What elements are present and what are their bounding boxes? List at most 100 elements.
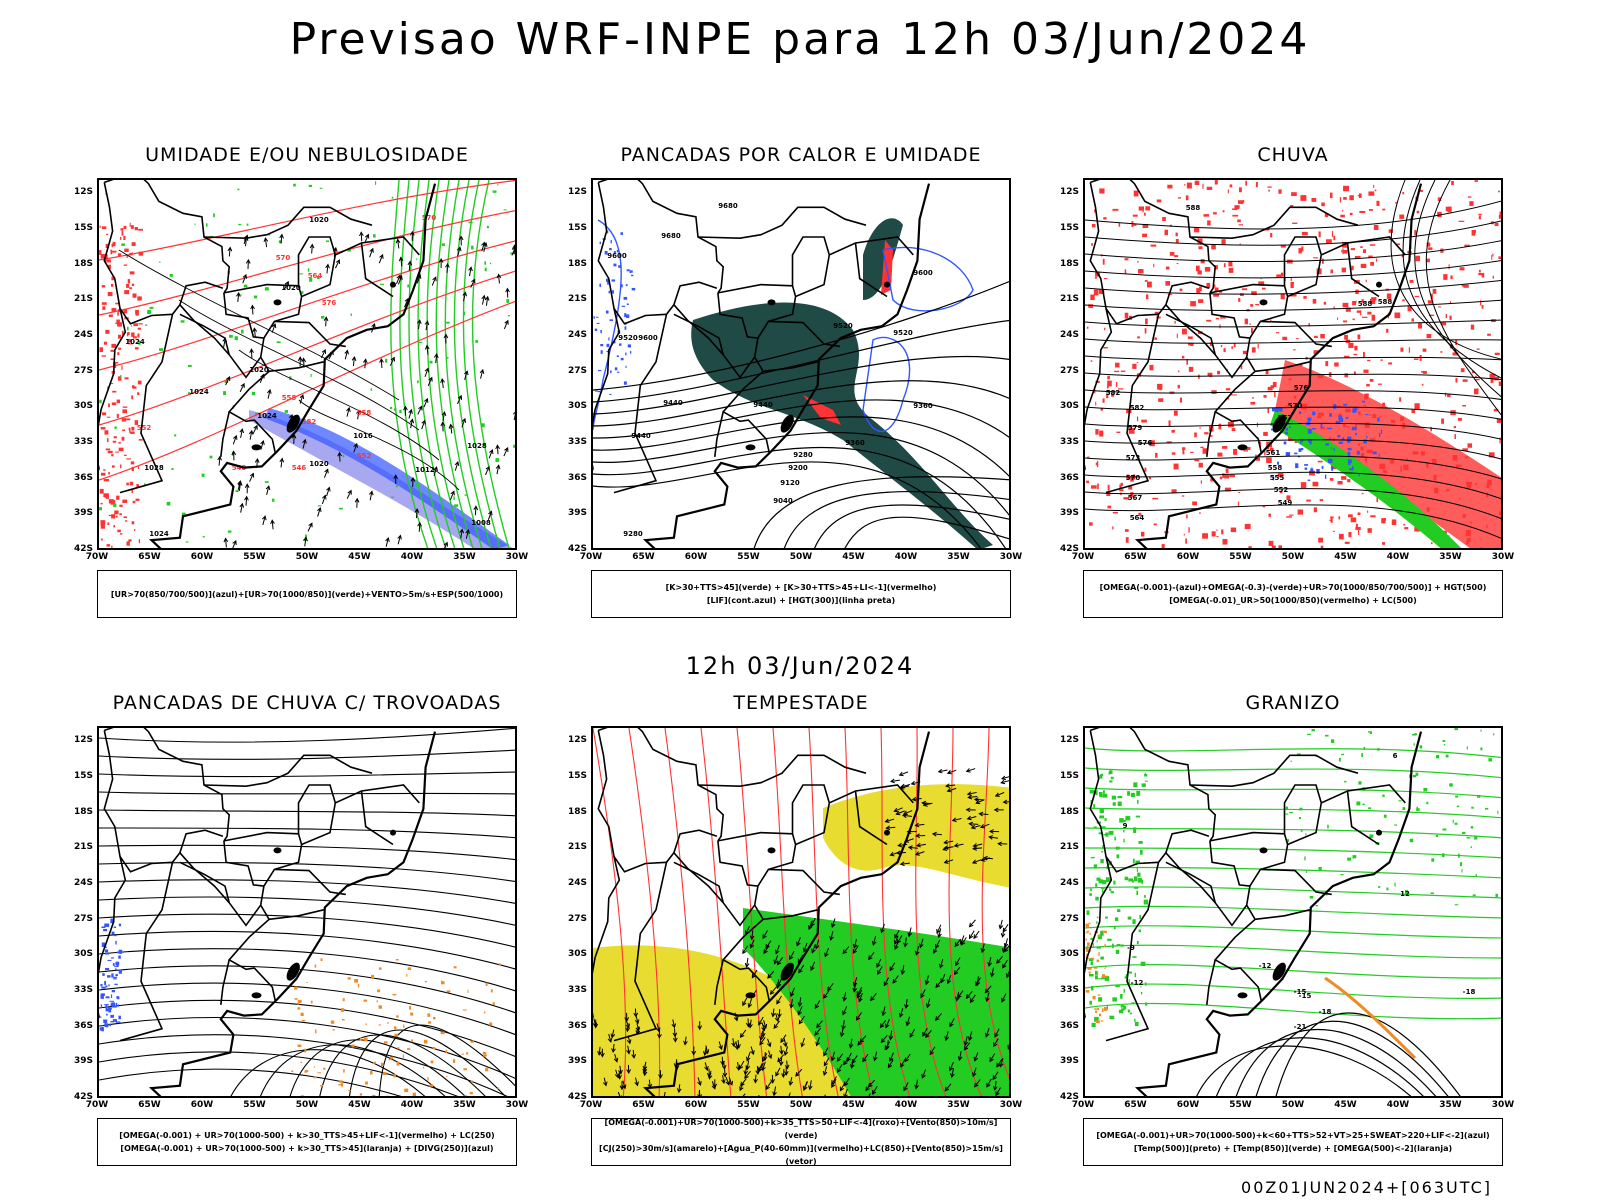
longitude-tick-label: 45W (842, 552, 865, 562)
latitude-tick-label: 36S (73, 1020, 93, 1031)
longitude-tick-label: 30W (505, 1100, 529, 1110)
longitude-tick-label: 60W (1176, 552, 1200, 562)
svg-text:-18: -18 (1463, 988, 1476, 996)
latitude-tick-label: 42S (73, 544, 93, 554)
latitude-tick-label: 30S (1059, 949, 1079, 960)
svg-text:1020: 1020 (281, 284, 301, 292)
svg-text:9520: 9520 (618, 334, 638, 342)
legend-line: [Temp(500)](preto) + [Temp(850)](verde) … (1133, 1144, 1453, 1153)
svg-text:9280: 9280 (793, 451, 813, 459)
latitude-tick-label: 12S (1059, 735, 1079, 746)
latitude-tick-label: 12S (567, 187, 587, 198)
legend-line: [K>30+TTS>45](verde) + [K>30+TTS>45+LI<-… (665, 583, 937, 592)
latitude-tick-label: 18S (1059, 258, 1079, 269)
panel-title: PANCADAS POR CALOR E UMIDADE (620, 144, 982, 166)
latitude-tick-label: 27S (567, 913, 587, 924)
latitude-tick-label: 39S (567, 508, 587, 519)
svg-text:552: 552 (1274, 486, 1289, 494)
latitude-tick-label: 15S (73, 771, 93, 782)
longitude-tick-label: 40W (894, 552, 918, 562)
svg-text:1028: 1028 (467, 442, 487, 450)
latitude-tick-label: 39S (1059, 508, 1079, 519)
legend-line: [CJ(250)>30m/s](amarelo)+[Agua_P(40-60mm… (599, 1144, 1003, 1166)
svg-text:564: 564 (1130, 514, 1145, 522)
longitude-tick-label: 55W (243, 1100, 266, 1110)
latitude-tick-label: 33S (73, 437, 93, 448)
longitude-tick-label: 70W (579, 1100, 603, 1110)
longitude-tick-label: 45W (1334, 552, 1357, 562)
longitude-tick-label: 70W (579, 552, 603, 562)
longitude-tick-label: 70W (85, 552, 109, 562)
svg-text:582: 582 (1130, 404, 1145, 412)
longitude-tick-label: 60W (684, 1100, 708, 1110)
longitude-tick-label: 40W (400, 1100, 424, 1110)
svg-text:579: 579 (1128, 424, 1143, 432)
latitude-tick-label: 27S (73, 913, 93, 924)
longitude-tick-label: 45W (348, 1100, 371, 1110)
main-title: Previsao WRF-INPE para 12h 03/Jun/2024 (289, 14, 1311, 65)
svg-text:588: 588 (1358, 300, 1373, 308)
longitude-tick-label: 30W (1491, 1100, 1515, 1110)
svg-text:-15: -15 (1294, 988, 1307, 996)
latitude-tick-label: 21S (73, 294, 93, 305)
latitude-tick-label: 21S (73, 842, 93, 853)
svg-text:588: 588 (1186, 204, 1201, 212)
longitude-tick-label: 35W (947, 552, 970, 562)
longitude-tick-label: 65W (632, 552, 655, 562)
svg-text:564: 564 (308, 272, 323, 280)
longitude-tick-label: 55W (243, 552, 266, 562)
map-plot (97, 726, 517, 1098)
latitude-tick-label: 24S (567, 878, 587, 889)
svg-text:-21: -21 (1294, 1023, 1307, 1031)
latitude-tick-label: 21S (1059, 294, 1079, 305)
svg-text:9680: 9680 (718, 202, 738, 210)
svg-text:546: 546 (292, 464, 307, 472)
svg-text:555: 555 (1270, 474, 1285, 482)
svg-text:1024: 1024 (125, 338, 145, 346)
latitude-tick-label: 27S (567, 365, 587, 376)
svg-text:-12: -12 (1259, 962, 1272, 970)
latitude-tick-label: 33S (1059, 437, 1079, 448)
longitude-tick-label: 45W (842, 1100, 865, 1110)
svg-text:558: 558 (357, 409, 372, 417)
longitude-tick-label: 60W (1176, 1100, 1200, 1110)
longitude-tick-label: 50W (295, 1100, 319, 1110)
svg-text:9600: 9600 (913, 269, 933, 277)
svg-text:9360: 9360 (845, 439, 865, 447)
svg-text:9280: 9280 (623, 530, 643, 538)
latitude-tick-label: 39S (567, 1056, 587, 1067)
map-graphic (99, 728, 515, 1096)
panel-title: GRANIZO (1245, 692, 1341, 714)
map-graphic: 1020 1020 1024 1024 1020 1028 1024 1020 1016 1012… (99, 180, 515, 548)
longitude-tick-label: 50W (295, 552, 319, 562)
longitude-tick-label: 55W (1229, 1100, 1252, 1110)
latitude-tick-label: 18S (73, 258, 93, 269)
latitude-tick-label: 24S (1059, 878, 1079, 889)
latitude-tick-label: 18S (567, 806, 587, 817)
svg-text:9680: 9680 (661, 232, 681, 240)
svg-text:570: 570 (276, 254, 291, 262)
latitude-tick-label: 30S (567, 401, 587, 412)
svg-text:9440: 9440 (663, 399, 683, 407)
svg-text:1020: 1020 (249, 366, 269, 374)
longitude-tick-label: 35W (453, 552, 476, 562)
longitude-tick-label: 50W (789, 1100, 813, 1110)
svg-text:9520: 9520 (833, 322, 853, 330)
latitude-tick-label: 36S (567, 1020, 587, 1031)
latitude-tick-label: 12S (73, 735, 93, 746)
panel-legend: [OMEGA(-0.001)-(azul)+OMEGA(-0.3)-(verde… (1083, 570, 1503, 618)
latitude-tick-label: 36S (1059, 472, 1079, 483)
latitude-tick-label: 36S (1059, 1020, 1079, 1031)
svg-text:1024: 1024 (257, 412, 277, 420)
latitude-tick-label: 42S (73, 1092, 93, 1102)
latitude-tick-label: 18S (567, 258, 587, 269)
longitude-tick-label: 60W (684, 552, 708, 562)
legend-line: [OMEGA(-0.001) + UR>70(1000-500) + k>30_… (120, 1144, 494, 1153)
latitude-tick-label: 30S (567, 949, 587, 960)
longitude-tick-label: 50W (1281, 552, 1305, 562)
latitude-tick-label: 18S (73, 806, 93, 817)
svg-text:9120: 9120 (780, 479, 800, 487)
panel-title: CHUVA (1257, 144, 1329, 166)
longitude-tick-label: 60W (190, 552, 214, 562)
svg-text:1020: 1020 (309, 216, 329, 224)
